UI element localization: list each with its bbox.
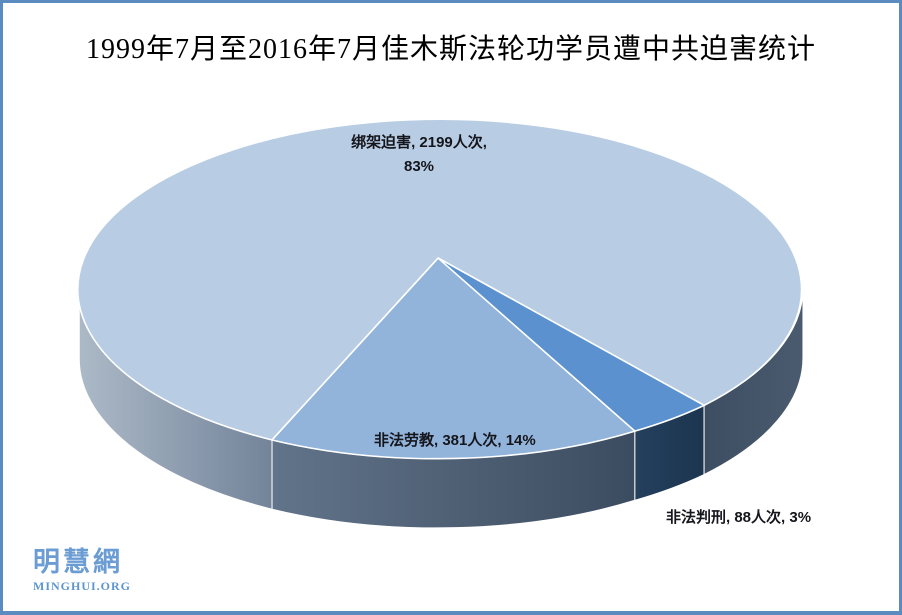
data-label-slice1: 绑架迫害, 2199人次, 83%: [303, 131, 535, 179]
minghui-logo-cjk: 明慧網: [33, 547, 123, 577]
pie-slice-feifa-panxing-3: [437, 257, 705, 432]
data-label-slice1-line2: 83%: [403, 158, 435, 175]
pie-slice-bangjia-pohai-83: [77, 118, 803, 441]
chart-title: 1999年7月至2016年7月佳木斯法轮功学员遭中共迫害统计: [85, 34, 816, 65]
pie-chart: [77, 118, 804, 529]
minghui-logo-latin: MINGHUI.ORG: [33, 579, 131, 593]
pie-slice-feifa-laojiao-14: [271, 257, 636, 460]
data-label-slice1-line1: 绑架迫害, 2199人次,: [351, 134, 487, 151]
data-label-slice2: 非法劳教, 381人次, 14%: [374, 432, 536, 449]
data-label-slice3: 非法判刑, 88人次, 3%: [666, 509, 812, 526]
minghui-logo: 明慧網 MINGHUI.ORG: [33, 547, 131, 593]
